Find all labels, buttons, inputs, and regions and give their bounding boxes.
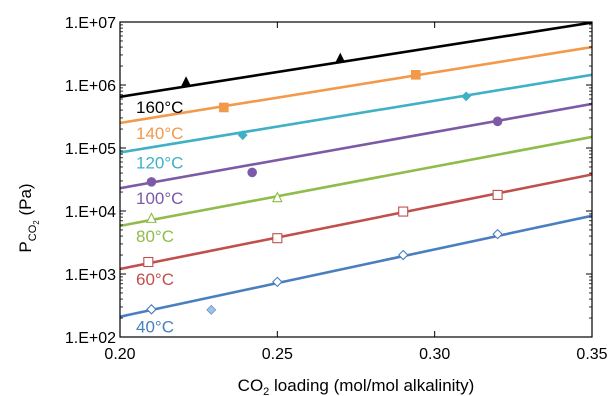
series-label: 140°C (136, 124, 183, 143)
x-tick-label: 0.20 (104, 346, 135, 363)
data-point (271, 191, 283, 203)
fit-line (120, 173, 592, 271)
x-axis-label: CO2 loading (mol/mol alkalinity) (238, 376, 475, 396)
data-point (146, 304, 157, 315)
x-tick-label: 0.25 (262, 346, 293, 363)
y-tick-label: 1.E+06 (65, 78, 116, 95)
fit-line (120, 73, 592, 154)
fit-line (120, 135, 592, 228)
data-point (492, 116, 503, 127)
fit-line (120, 45, 592, 125)
fit-line (120, 214, 592, 318)
data-point (146, 212, 157, 223)
data-point (247, 167, 257, 178)
y-tick-label: 1.E+03 (65, 267, 116, 284)
y-tick-label: 1.E+04 (65, 204, 116, 221)
series-label: 80°C (136, 227, 174, 246)
fit-line (120, 22, 592, 99)
data-point (181, 76, 192, 87)
data-point (398, 206, 409, 217)
data-point (146, 177, 157, 187)
data-point (492, 228, 503, 240)
series-label: 40°C (136, 317, 174, 336)
y-axis-label: PCO2 (Pa) (16, 183, 41, 252)
x-tick-label: 0.35 (576, 346, 607, 363)
data-point (492, 189, 503, 200)
data-point (206, 304, 217, 315)
data-point (272, 276, 283, 288)
y-tick-label: 1.E+07 (65, 15, 116, 32)
data-point (237, 130, 248, 141)
data-point (461, 91, 472, 102)
series-label: 100°C (136, 189, 183, 208)
data-points (143, 52, 503, 315)
data-point (219, 102, 229, 113)
x-tick-label: 0.30 (419, 346, 450, 363)
data-point (410, 70, 421, 80)
data-point (143, 256, 154, 268)
series-label: 120°C (136, 154, 183, 173)
y-tick-label: 1.E+05 (65, 141, 116, 158)
plot-frame (119, 21, 593, 338)
series-label: 160°C (136, 98, 183, 117)
y-tick-label: 1.E+02 (65, 330, 116, 347)
data-point (335, 52, 346, 63)
data-point (397, 249, 409, 261)
fit-lines (120, 22, 592, 318)
axis-ticks (119, 21, 593, 338)
fit-line (120, 102, 592, 190)
data-point (272, 233, 283, 244)
tick-labels: 0.20 0.25 0.30 0.35 1.E+02 1.E+03 1.E+04 1.E+05… (65, 15, 608, 363)
series-label: 60°C (136, 270, 174, 289)
series-labels: 160°C 140°C 120°C 100°C 80°C 60°C 40°C (136, 98, 183, 336)
